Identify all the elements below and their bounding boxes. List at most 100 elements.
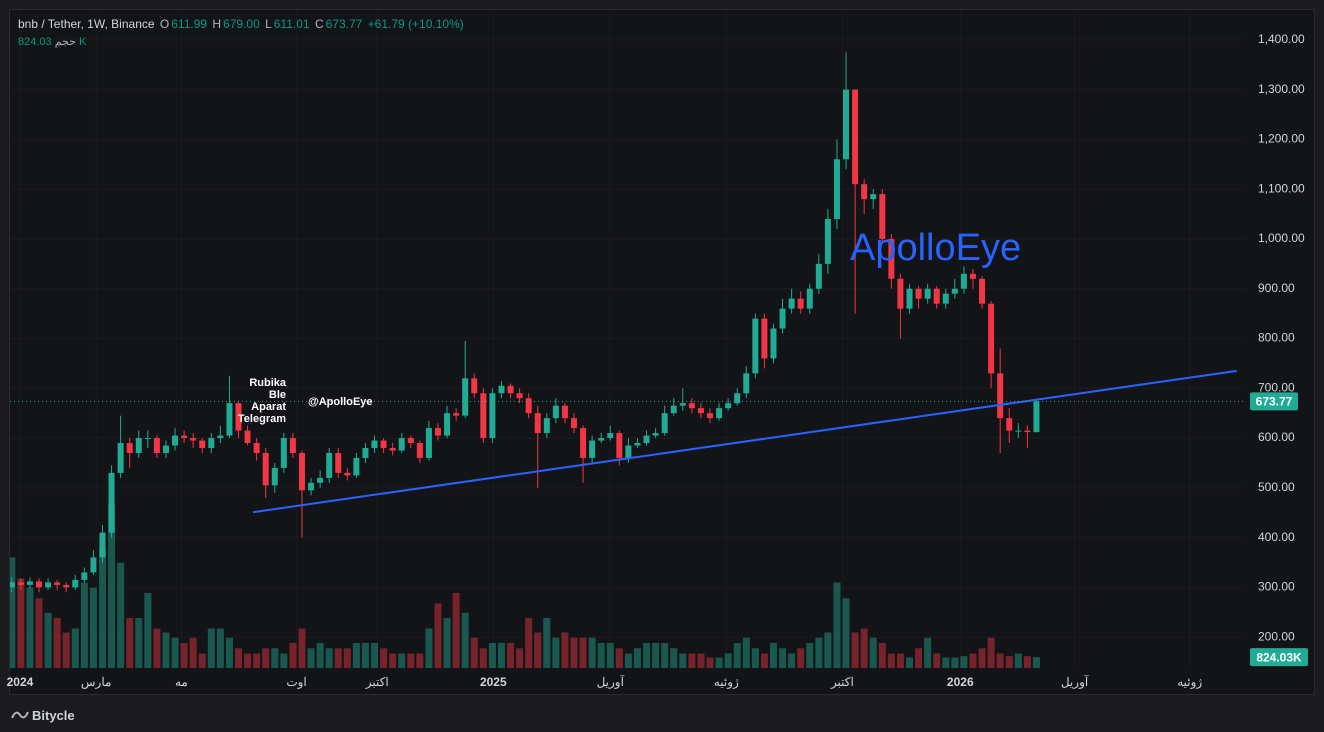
volume-bar [588, 637, 596, 668]
volume-bar [969, 653, 977, 668]
volume-badge [1250, 648, 1308, 667]
volume-bar [896, 653, 904, 668]
volume-bar [606, 642, 614, 668]
volume-bar [1005, 656, 1013, 668]
candle-body [788, 298, 795, 309]
candle-body [679, 403, 686, 406]
candle-body [870, 194, 877, 200]
candle-body [561, 405, 568, 419]
candle-body [743, 373, 750, 394]
ohlc-letter: C [314, 17, 324, 31]
brand: Bitycle [32, 708, 75, 723]
candle-body [589, 440, 596, 458]
volume-bar [10, 557, 16, 668]
candle-body [471, 378, 478, 394]
annotation: Aparat [251, 401, 286, 413]
volume-bar [597, 642, 605, 668]
candle-body [335, 452, 342, 473]
volume-bar [815, 637, 823, 668]
volume-bar [679, 653, 687, 668]
ohlc-letter: L [265, 17, 272, 31]
volume-bar [407, 653, 415, 668]
candle-body [153, 438, 160, 453]
volume-bar [670, 648, 678, 668]
volume-bar [216, 628, 224, 668]
candle-body [380, 440, 387, 449]
candle-body [45, 582, 52, 588]
candle-body [734, 393, 741, 404]
candle-body [498, 385, 505, 394]
volume-bar [307, 648, 315, 668]
candle-body [398, 438, 405, 451]
volume-bar [652, 642, 660, 668]
volume-bar [788, 653, 796, 668]
volume-bar [733, 642, 741, 668]
trend-line [252, 369, 1237, 514]
volume-bar [688, 653, 696, 668]
volume-bar [488, 642, 496, 668]
volume-bar [289, 642, 297, 668]
handle: @ApolloEye [308, 396, 373, 408]
candle-body [1024, 430, 1031, 433]
volume-bar [398, 653, 406, 668]
volume-bar [906, 657, 914, 668]
volume-bar [244, 653, 252, 668]
candle-body [90, 557, 97, 573]
volume-bar [35, 598, 43, 668]
volume-bar [996, 653, 1004, 668]
y-tick-label: 800.00 [1258, 331, 1295, 345]
candle-body [190, 438, 197, 441]
candle-body [806, 288, 813, 309]
x-tick-label: آوریل [1061, 674, 1089, 689]
x-tick-label: 2024 [7, 675, 34, 689]
volume-bar [135, 617, 143, 668]
candle-body [534, 413, 541, 434]
candle-body [833, 159, 840, 220]
candle-body [353, 457, 360, 476]
candle-body [942, 293, 949, 304]
x-tick-label: مارس [81, 675, 112, 689]
volume-bar [235, 648, 243, 668]
volume-bar [162, 632, 170, 668]
volume-bar [207, 628, 215, 668]
volume-bar [334, 648, 342, 668]
candle-body [199, 440, 206, 449]
candle-body [634, 443, 641, 446]
footer [0, 698, 1324, 732]
candle-body [217, 435, 224, 439]
volume-bar [262, 648, 270, 668]
volume-bar [570, 637, 578, 668]
candle-body [543, 418, 550, 434]
y-tick-label: 1,200.00 [1258, 132, 1305, 146]
candle-body [54, 582, 61, 585]
x-tick-label: اکتبر [365, 675, 389, 689]
x-tick-label: مه [175, 675, 188, 689]
volume-bar [189, 637, 197, 668]
volume-bar [171, 637, 179, 668]
candle-body [63, 584, 70, 588]
volume-bar [144, 592, 152, 668]
candle-body [262, 452, 269, 486]
candle-body [1015, 430, 1022, 432]
candle-body [652, 433, 659, 436]
candle-body [797, 298, 804, 309]
volume-bar [851, 632, 859, 668]
volume-bar [298, 628, 306, 668]
candle-body [888, 238, 895, 279]
candle-body [253, 443, 260, 453]
volume-bar [1032, 657, 1040, 668]
candle-body [244, 430, 251, 444]
candle-body [607, 433, 614, 439]
volume-bar [497, 642, 505, 668]
volume-bar [924, 637, 932, 668]
volume-bar [833, 582, 841, 668]
candle-body [915, 288, 922, 299]
candle-body [707, 413, 714, 419]
volume-bar [525, 617, 533, 668]
candle-body [761, 318, 768, 359]
y-tick-label: 1,400.00 [1258, 32, 1305, 46]
volume-bar [425, 628, 433, 668]
candle-body [924, 288, 931, 299]
candle-body [162, 445, 169, 453]
volume-bar [470, 637, 478, 668]
